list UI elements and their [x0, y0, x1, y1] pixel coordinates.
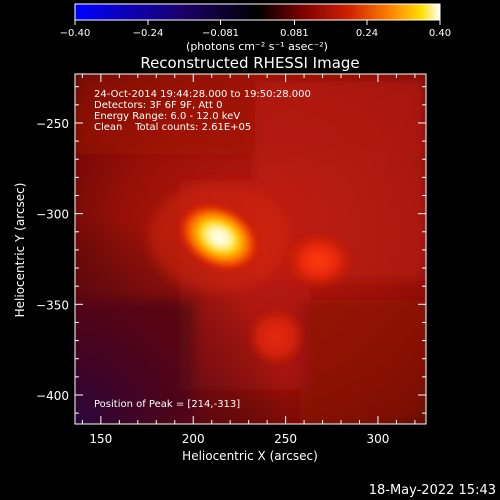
info-line-4: Clean Total counts: 2.61E+05	[94, 122, 251, 133]
colorbar: −0.40 −0.24 −0.081 0.081 0.24 0.40 (photons c…	[60, 3, 451, 53]
colorbar-gradient	[75, 4, 440, 20]
colorbar-ticks: −0.40 −0.24 −0.081 0.081 0.24 0.40	[60, 20, 451, 39]
colorbar-tick-label: 0.40	[429, 28, 451, 39]
colorbar-tick-label: −0.081	[202, 28, 239, 39]
info-annotation: 24-Oct-2014 19:44:28.000 to 19:50:28.000…	[94, 89, 311, 133]
x-axis-label: Heliocentric X (arcsec)	[182, 449, 318, 463]
y-tick-label: −300	[36, 208, 69, 222]
x-tick-label: 300	[367, 432, 390, 446]
colorbar-tick-label: 0.24	[356, 28, 378, 39]
plot-frame	[74, 73, 427, 425]
sources	[148, 182, 355, 367]
y-tick-label: −350	[36, 298, 69, 312]
colorbar-tick-label: −0.24	[133, 28, 164, 39]
y-tick-label: −250	[36, 117, 69, 131]
info-line-1: 24-Oct-2014 19:44:28.000 to 19:50:28.000	[94, 89, 311, 100]
info-line-2: Detectors: 3F 6F 9F, Att 0	[94, 100, 222, 111]
y-axis-ticks: −250 −300 −350 −400	[36, 86, 426, 414]
colorbar-tick-label: −0.40	[60, 28, 91, 39]
plot-area	[75, 74, 426, 424]
colorbar-unit-label: (photons cm⁻² s⁻¹ asec⁻²)	[186, 40, 328, 53]
colorbar-tick-label: 0.081	[280, 28, 309, 39]
y-axis-label: Heliocentric Y (arcsec)	[13, 183, 27, 318]
x-axis-ticks: 150 200 250 300	[81, 74, 416, 446]
chart-title: Reconstructed RHESSI Image	[140, 54, 359, 72]
x-tick-label: 250	[274, 432, 297, 446]
x-tick-label: 200	[182, 432, 205, 446]
colorbar-frame	[74, 3, 441, 21]
secondary-source	[246, 306, 307, 367]
peak-position-label: Position of Peak = [214,-313]	[94, 399, 240, 410]
footer-date: 18-May-2022 15:43	[369, 483, 496, 498]
info-line-3: Energy Range: 6.0 - 12.0 keV	[94, 111, 240, 122]
peak-source	[177, 202, 261, 273]
y-tick-label: −400	[36, 389, 69, 403]
secondary-source	[282, 230, 355, 291]
x-tick-label: 150	[89, 432, 112, 446]
